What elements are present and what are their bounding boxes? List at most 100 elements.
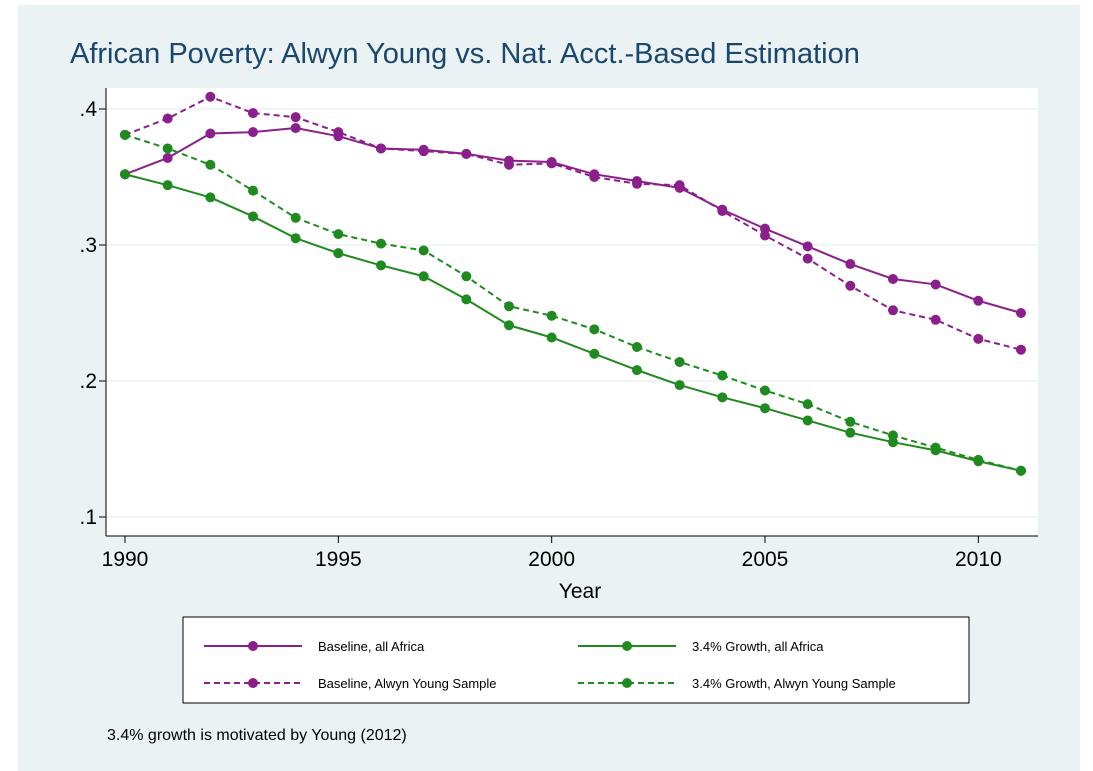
data-point bbox=[205, 91, 216, 102]
data-point bbox=[290, 123, 301, 134]
data-point bbox=[802, 253, 813, 264]
series-lines bbox=[120, 91, 1026, 476]
data-point bbox=[333, 248, 344, 259]
data-point bbox=[760, 403, 770, 414]
data-point bbox=[930, 442, 941, 453]
data-point bbox=[589, 324, 600, 335]
data-point bbox=[888, 430, 898, 441]
data-point bbox=[376, 260, 386, 271]
legend-swatch-marker bbox=[248, 641, 258, 651]
x-tick-label: 2000 bbox=[528, 548, 575, 571]
data-point bbox=[717, 206, 728, 216]
data-point bbox=[120, 169, 130, 180]
legend-label: Baseline, Alwyn Young Sample bbox=[318, 676, 497, 691]
legend-entry: Baseline, Alwyn Young Sample bbox=[204, 676, 497, 691]
legend-label: 3.4% Growth, Alwyn Young Sample bbox=[692, 676, 896, 691]
data-point bbox=[162, 180, 173, 191]
data-point bbox=[418, 146, 429, 157]
data-point bbox=[461, 271, 472, 282]
data-point bbox=[418, 271, 429, 282]
legend-label: Baseline, all Africa bbox=[318, 639, 425, 654]
legend-swatch-marker bbox=[248, 678, 258, 688]
data-point bbox=[248, 185, 258, 196]
data-point bbox=[589, 348, 600, 359]
legend-swatch-marker bbox=[622, 641, 632, 651]
data-point bbox=[845, 259, 856, 270]
data-point bbox=[674, 356, 685, 367]
data-point bbox=[290, 233, 301, 244]
data-point bbox=[162, 152, 173, 163]
data-point bbox=[1016, 465, 1026, 476]
y-tick-label: .2 bbox=[79, 370, 97, 393]
data-point bbox=[504, 159, 514, 170]
data-point bbox=[760, 230, 770, 241]
data-point bbox=[376, 143, 386, 154]
data-point bbox=[1016, 308, 1026, 318]
data-point bbox=[504, 320, 514, 331]
data-point bbox=[418, 245, 429, 256]
data-point bbox=[802, 415, 813, 426]
data-point bbox=[205, 192, 216, 203]
data-point bbox=[888, 305, 898, 316]
data-point bbox=[333, 229, 344, 240]
data-point bbox=[632, 365, 642, 376]
legend-swatch-marker bbox=[622, 678, 632, 688]
grid-lines bbox=[106, 108, 1038, 518]
data-point bbox=[845, 427, 856, 438]
data-point bbox=[162, 113, 173, 124]
y-tick-label: .1 bbox=[79, 506, 97, 529]
x-tick-label: 1990 bbox=[102, 548, 149, 571]
data-point bbox=[290, 212, 301, 223]
legend-entry: 3.4% Growth, all Africa bbox=[578, 639, 824, 654]
legend-entries: Baseline, all Africa 3.4% Growth, all Afr… bbox=[204, 639, 896, 691]
data-point bbox=[930, 279, 941, 290]
data-point bbox=[248, 211, 258, 222]
series-4 bbox=[120, 129, 1026, 476]
data-point bbox=[546, 310, 557, 321]
data-point bbox=[546, 332, 557, 343]
data-point bbox=[674, 380, 685, 391]
data-point bbox=[717, 392, 728, 403]
data-point bbox=[717, 370, 728, 381]
data-point bbox=[930, 314, 941, 325]
legend-label: 3.4% Growth, all Africa bbox=[692, 639, 824, 654]
data-point bbox=[376, 238, 386, 249]
data-point bbox=[333, 127, 344, 138]
legend-entry: Baseline, all Africa bbox=[204, 639, 425, 654]
legend bbox=[182, 616, 970, 704]
data-point bbox=[632, 178, 642, 189]
x-tick-label: 2010 bbox=[955, 548, 1002, 571]
data-point bbox=[760, 385, 770, 396]
data-point bbox=[248, 127, 258, 138]
data-point bbox=[205, 159, 216, 170]
data-point bbox=[973, 333, 984, 344]
legend-entry: 3.4% Growth, Alwyn Young Sample bbox=[578, 676, 896, 691]
data-point bbox=[802, 241, 813, 252]
data-point bbox=[1016, 344, 1026, 355]
data-point bbox=[973, 454, 984, 465]
data-point bbox=[504, 301, 514, 312]
x-tick-label: 1995 bbox=[315, 548, 362, 571]
axes: .1 .2 .3 .4 1990 1995 2000 2005 2010 bbox=[79, 88, 1038, 571]
data-point bbox=[248, 108, 258, 119]
x-tick-label: 2005 bbox=[742, 548, 789, 571]
data-point bbox=[290, 112, 301, 123]
data-point bbox=[802, 399, 813, 410]
chart-note: 3.4% growth is motivated by Young (2012) bbox=[107, 727, 407, 744]
data-point bbox=[546, 158, 557, 169]
y-tick-label: .4 bbox=[79, 98, 97, 121]
plot-area bbox=[106, 88, 1038, 536]
x-axis-title: Year bbox=[559, 580, 601, 603]
data-point bbox=[973, 295, 984, 306]
data-point bbox=[120, 129, 130, 140]
data-point bbox=[632, 342, 642, 352]
data-point bbox=[888, 274, 898, 284]
series-line bbox=[124, 95, 1022, 351]
data-point bbox=[845, 416, 856, 427]
data-point bbox=[205, 128, 216, 139]
chart-title: African Poverty: Alwyn Young vs. Nat. Ac… bbox=[70, 38, 860, 70]
series-line bbox=[124, 173, 1022, 472]
y-tick-label: .3 bbox=[79, 234, 97, 257]
